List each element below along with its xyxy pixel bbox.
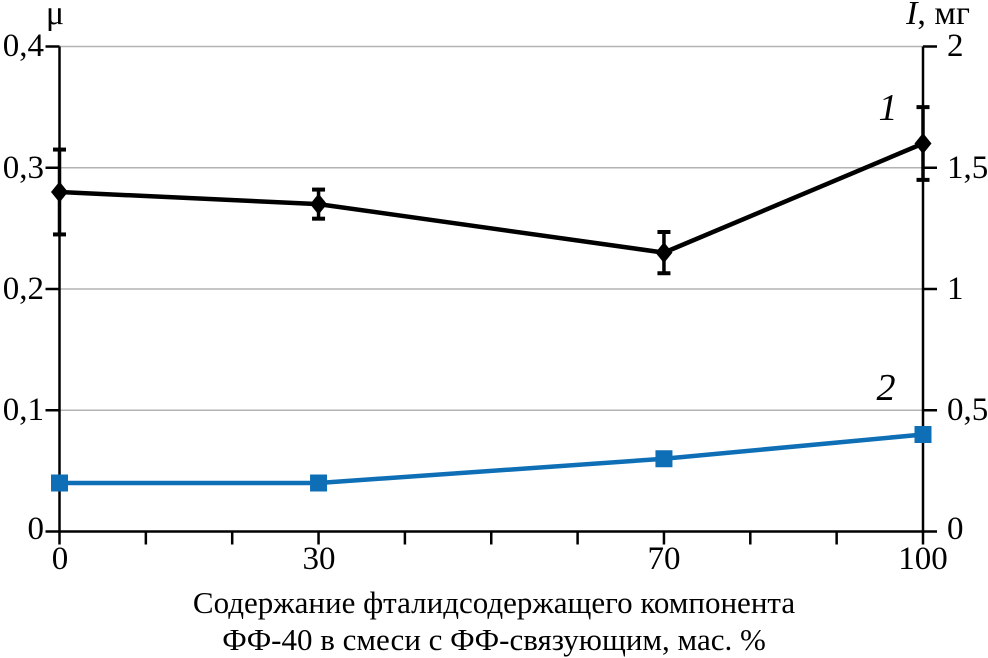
y-left-tick-label: 0,4 (2, 28, 44, 64)
series-2-label: 2 (876, 367, 896, 409)
series-2-line (59, 432, 924, 486)
series-2-marker (51, 474, 68, 492)
y-left-tick-label: 0,2 (2, 271, 44, 307)
y-right-tick-label: 1,5 (947, 150, 988, 186)
series-1-marker (914, 133, 932, 154)
series-1-line (59, 141, 924, 255)
series-2-marker (914, 426, 932, 443)
x-tick-label: 70 (647, 541, 681, 577)
right-axis-title-unit: , мг (917, 0, 970, 32)
y-left-tick-label: 0,1 (2, 392, 44, 428)
y-left-tick-label: 0 (27, 511, 45, 547)
series-1-marker (655, 242, 673, 264)
x-axis-caption-line1: Содержание фталидсодержащего компонента (192, 585, 796, 620)
y-right-tick-label: 2 (947, 28, 964, 64)
x-tick-label: 100 (898, 541, 948, 577)
right-axis-title-symbol: I (906, 0, 918, 32)
y-right-tick-label: 1 (947, 271, 964, 307)
y-right-tick-label: 0,5 (947, 392, 988, 428)
series-1-label: 1 (878, 87, 898, 129)
series-1-marker (310, 193, 328, 215)
x-tick-label: 30 (302, 541, 336, 577)
right-axis-title: I, мг (888, 0, 988, 34)
series-1-marker (51, 181, 68, 203)
series-2-marker (655, 450, 673, 468)
x-axis-caption-line2: ФФ-40 в смеси с ФФ-связующим, мас. % (222, 622, 766, 657)
series-2-marker (310, 474, 328, 492)
x-tick-label: 0 (51, 541, 69, 577)
left-axis-title: μ (45, 0, 65, 32)
y-left-tick-label: 0,3 (2, 150, 44, 186)
x-axis-caption: Содержание фталидсодержащего компонента … (0, 584, 988, 658)
y-right-tick-label: 0 (947, 511, 964, 547)
